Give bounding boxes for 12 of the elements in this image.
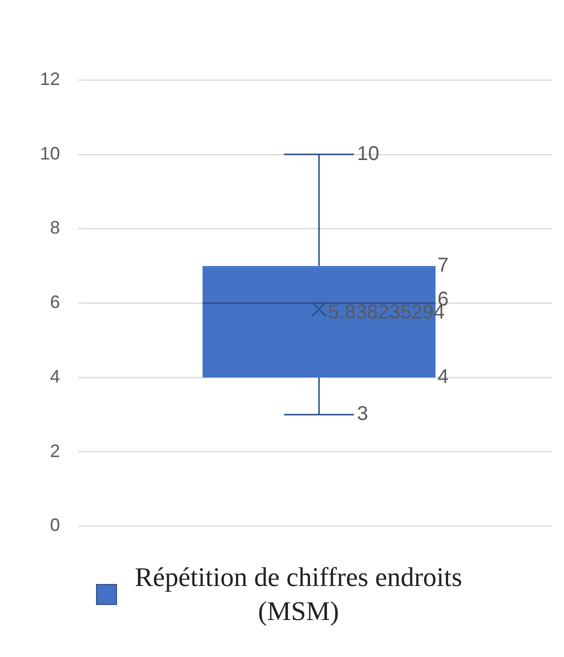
annotation: 3 [356,403,368,426]
y-tick-label: 6 [50,292,60,312]
y-tick-label: 0 [50,515,60,536]
y-tick-label: 10 [40,143,60,164]
y-tick-label: 12 [40,68,60,89]
annotation: 10 [356,142,380,165]
y-tick-label: 8 [50,218,60,238]
annotation: 7 [438,254,449,276]
annotation: 4 [438,366,449,388]
legend-label: Répétition de chiffres endroits (MSM) [134,561,464,628]
y-tick-label: 2 [50,440,60,461]
y-tick-label: 4 [50,366,60,386]
